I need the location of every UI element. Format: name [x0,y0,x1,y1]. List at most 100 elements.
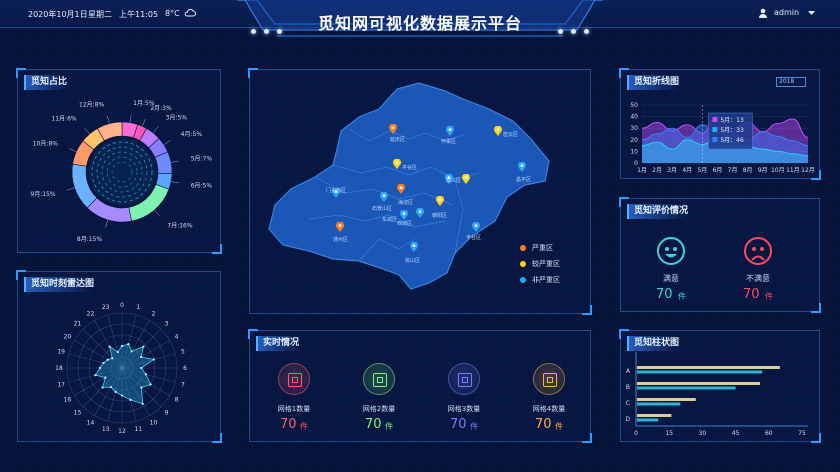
radar-tick-label: 15 [74,410,82,417]
pie-center-ring [106,156,138,188]
map-pin-icon [410,237,418,252]
pie-leader-line [163,140,171,145]
radar-tick-label: 17 [57,381,65,388]
line-x-tick: 2月 [652,167,662,174]
bar [637,370,763,374]
pie-center-ring [111,161,133,183]
line-x-tick: 9月 [758,167,768,174]
map-district-label: 丰台区 [466,235,482,241]
deco-dot [264,29,269,34]
radar-point [102,361,105,365]
grid-count-label: 网格2数量 [362,405,396,413]
grid-count-unit: 件 [555,422,563,431]
panel-title: 实时情况 [256,336,300,351]
map-district-label: 东城区 [382,217,398,223]
pie-center [89,139,155,205]
map-pin-icon [336,217,344,232]
line-x-tick: 10月 [771,167,785,174]
pie-leader-line [142,118,146,127]
satisfied-value: 70 [656,287,673,302]
radar-point [127,342,130,346]
pie-leader-line [105,219,109,228]
grid-count-value: 70 [450,417,467,432]
pie-label: 10月:8% [33,141,58,148]
bar [637,414,672,417]
bar [637,402,681,406]
radar-tick-label: 7 [181,381,185,388]
header-date: 2020年10月1日 [28,10,88,19]
bar-x-tick: 45 [732,430,740,437]
year-select[interactable]: 2018 [776,77,806,87]
pie-leader-line [68,148,77,152]
title-banner: 觅知网可视化数据展示平台 [237,0,603,45]
radar-panel: 觅知时刻雷达图 [16,270,222,443]
map-pin-icon [446,121,454,136]
pie-chart: 1月:5%2月:3% 3月:5% 4月:5% 5月:7% 6月:5% 7月:16% 8月:1… [30,100,212,243]
tooltip-entry: 5月：46 [720,137,744,144]
grid-count-label: 网格1数量 [277,405,311,413]
radar-axis [121,367,176,383]
radar-point [140,366,143,370]
map-pin-icon [462,169,470,184]
pie-leader-line [171,181,179,184]
grid-count-unit: 件 [470,422,478,431]
radar-point [139,355,143,359]
radar-tick-label: 11 [134,426,142,433]
radar-axis [121,353,176,369]
legend-label: 较严重区 [532,260,560,268]
radar-axis [107,367,123,422]
grid-count-label: 网格3数量 [447,405,481,413]
radar-axis [74,367,123,396]
map-district-label: 密云区 [503,132,519,138]
grid-icon [533,363,565,395]
radar-point [108,345,111,348]
year-select-value: 2018 [779,78,795,85]
radar-ring [110,356,134,380]
radar-axis [94,320,123,369]
radar-tick-label: 10 [150,420,158,427]
map-district-label: 海淀区 [398,200,414,206]
bar-category-label: A [626,368,631,375]
pie-label: 8月:15% [77,236,102,243]
line-x-tick: 4月 [682,167,692,174]
radar-tick-label: 2 [152,310,156,317]
line-y-tick: 10 [630,148,638,155]
map-district-label: 朝阳区 [432,213,448,219]
pie-label: 9月:15% [30,191,55,198]
map-district-label: 顺义区 [446,178,462,184]
radar-point [101,386,104,389]
radar-tick-label: 12 [118,428,126,435]
bar-x-tick: 15 [665,430,673,437]
radar-point [98,366,102,370]
map-district-label: 延庆区 [390,137,406,143]
radar-axis [121,314,137,369]
grid-icon [278,363,310,395]
bar-chart: 0 15 30 45 60 75 A B C D [625,352,808,437]
pie-label: 3月:5% [166,114,188,121]
line-y-tick: 40 [630,114,638,121]
line-x-tick: 1月 [637,167,647,174]
radar-point [120,394,124,397]
eval-panel: 觅知评价情况 [619,197,821,313]
unsatisfied-label: 不满意 [746,274,770,283]
panel-title: 觅知柱状图 [627,336,680,351]
pie-slice [97,121,123,142]
radar-axis [121,328,162,369]
map-district-label: 石景山区 [372,206,393,212]
map-district-label: 门头沟区 [326,188,347,194]
map-district-label: 房山区 [405,258,421,264]
pie-label: 7月:16% [167,222,192,229]
area-chart: 0 10 20 30 40 50 1月 2月 3月 4月 5月 6月 7月 8月 9月 10月 11月 12月 5月… [630,102,814,174]
bar-x-tick: 0 [634,430,638,437]
chevron-down-icon [808,11,815,15]
radar-tick-label: 16 [64,397,72,404]
radar-tick-label: 3 [165,320,169,327]
pie-label: 12月:8% [79,101,104,108]
tooltip-swatch [712,137,718,142]
radar-point [149,383,152,386]
radar-tick-label: 9 [165,410,169,417]
radar-point [130,350,133,353]
satisfied-label: 满意 [663,274,679,283]
radar-tick-label: 22 [87,310,95,317]
map-pin-icon [445,169,453,184]
